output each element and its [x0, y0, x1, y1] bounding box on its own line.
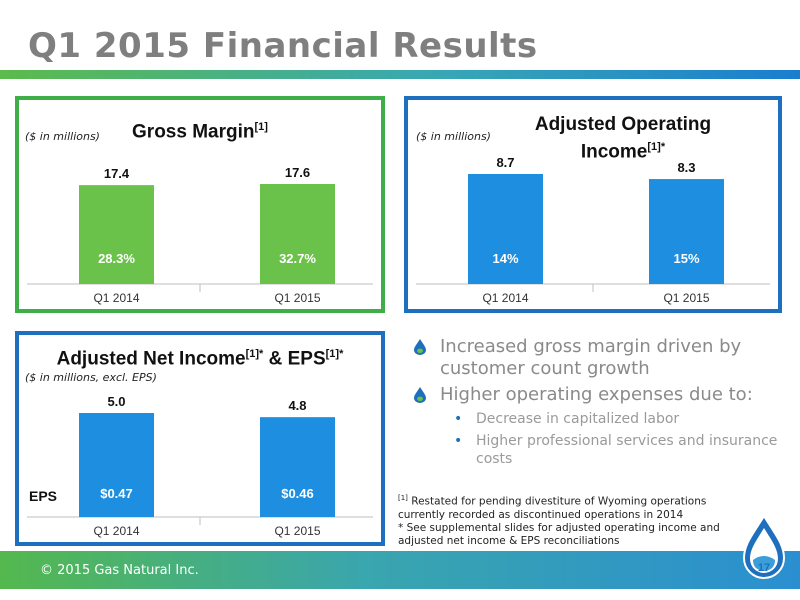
bar — [79, 185, 154, 284]
footnote-restated: [1] Restated for pending divestiture of … — [398, 492, 738, 522]
adj-operating-income-title-line2: Income[1]* — [468, 136, 778, 163]
adj-net-income-chart: 5.0 $0.47 Q1 2014 4.8 $0.46 Q1 2015 — [27, 394, 373, 538]
adj-operating-income-panel: Adjusted Operating Income[1]* ($ in mill… — [404, 96, 782, 313]
adj-operating-income-title-line2-text: Income — [580, 141, 648, 163]
bullet-item: Higher operating expenses due to: — [410, 384, 780, 406]
adj-net-income-title-sup-b: [1]* — [325, 348, 344, 360]
sub-bullet-text: Higher professional services and insuran… — [476, 433, 778, 467]
adj-net-income-title-text: Adjusted Net Income — [56, 348, 246, 370]
category-tick-label: Q1 2015 — [274, 524, 320, 538]
adj-operating-income-chart: 8.7 14% Q1 2014 8.3 15% Q1 2015 — [416, 155, 770, 305]
adj-operating-income-title-line1: Adjusted Operating — [534, 114, 712, 135]
bar — [260, 184, 335, 284]
adj-net-income-panel: Adjusted Net Income[1]* & EPS[1]* ($ in … — [15, 331, 385, 546]
gross-margin-title: Gross Margin[1] — [19, 116, 381, 143]
bar — [468, 174, 543, 284]
sub-bullet-text: Decrease in capitalized labor — [476, 411, 680, 427]
adj-net-income-title: Adjusted Net Income[1]* & EPS[1]* — [19, 343, 381, 370]
footnote-restated-text: Restated for pending divestiture of Wyom… — [398, 495, 707, 521]
sub-bullet-dot-icon: • — [454, 411, 463, 427]
bar-value-label: 17.6 — [285, 165, 310, 180]
gross-margin-title-text: Gross Margin — [132, 121, 255, 143]
bar-value-label: 5.0 — [107, 394, 125, 409]
bar-inner-label: 28.3% — [98, 251, 135, 266]
footnote-marker: [1] — [398, 494, 408, 502]
adj-net-income-title-sup-a: [1]* — [245, 348, 264, 360]
water-drop-bullet-icon — [414, 339, 426, 355]
gross-margin-panel: Gross Margin[1] ($ in millions) 17.4 28.3… — [15, 96, 385, 313]
footnotes: [1] Restated for pending divestiture of … — [398, 492, 738, 548]
gross-margin-units-note: ($ in millions) — [25, 130, 100, 143]
footer-bar — [0, 551, 800, 589]
bar-inner-label: $0.46 — [281, 486, 314, 501]
bar — [649, 179, 724, 284]
bar-value-label: 17.4 — [104, 166, 130, 181]
bar-value-label: 8.3 — [677, 160, 695, 175]
key-points-list: Increased gross margin driven by custome… — [410, 336, 780, 472]
category-tick-label: Q1 2015 — [274, 291, 320, 305]
eps-row-label: EPS — [29, 488, 58, 504]
sub-bullet-item: • Decrease in capitalized labor — [410, 410, 780, 428]
gross-margin-title-sup: [1] — [254, 121, 268, 133]
bar-value-label: 8.7 — [496, 155, 514, 170]
adj-operating-income-title: Adjusted Operating Income[1]* — [468, 114, 778, 163]
category-tick-label: Q1 2014 — [93, 291, 139, 305]
category-tick-label: Q1 2014 — [482, 291, 528, 305]
sub-bullet-item: • Higher professional services and insura… — [410, 432, 780, 468]
copyright-text: © 2015 Gas Natural Inc. — [40, 563, 199, 578]
bar-inner-label: 14% — [492, 251, 518, 266]
bar-inner-label: 32.7% — [279, 251, 316, 266]
adj-operating-income-title-sup: [1]* — [647, 141, 666, 153]
bar-value-label: 4.8 — [288, 398, 306, 413]
water-drop-bullet-icon — [414, 387, 426, 403]
title-underline-bar — [0, 70, 800, 79]
adj-operating-income-units-note: ($ in millions) — [416, 130, 491, 143]
adj-net-income-title-eps: & EPS — [263, 348, 326, 370]
gross-margin-chart: 17.4 28.3% Q1 2014 17.6 32.7% Q1 2015 — [27, 165, 373, 305]
bullet-item: Increased gross margin driven by custome… — [410, 336, 780, 380]
bullet-text: Higher operating expenses due to: — [440, 384, 753, 405]
slide-title: Q1 2015 Financial Results — [28, 26, 538, 66]
bar — [79, 413, 154, 517]
gas-drop-logo-icon: 17 — [742, 514, 786, 579]
bar-inner-label: 15% — [673, 251, 699, 266]
category-tick-label: Q1 2015 — [663, 291, 709, 305]
bar — [260, 417, 335, 517]
sub-bullet-dot-icon: • — [454, 433, 463, 449]
category-tick-label: Q1 2014 — [93, 524, 139, 538]
bullet-text: Increased gross margin driven by custome… — [440, 336, 742, 379]
footnote-supplemental: * See supplemental slides for adjusted o… — [398, 521, 720, 547]
page-number: 17 — [758, 562, 770, 574]
bar-inner-label: $0.47 — [100, 486, 133, 501]
adj-net-income-units-note: ($ in millions, excl. EPS) — [25, 371, 157, 384]
